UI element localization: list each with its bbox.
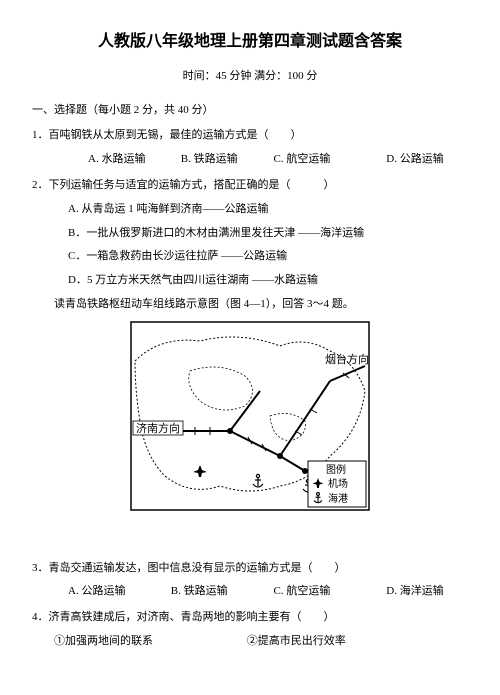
q3-opt-d: D. 海洋运输 bbox=[386, 582, 466, 602]
q1-opt-d: D. 公路运输 bbox=[386, 150, 466, 170]
instruction-3-4: 读青岛铁路枢纽动车组线路示意图（图 4—1），回答 3～4 题。 bbox=[32, 295, 468, 315]
q3-opt-b: B. 铁路运输 bbox=[171, 582, 271, 602]
q2-opt-d: D．5 万立方米天然气由四川运往湖南 ——水路运输 bbox=[32, 271, 468, 291]
q3-stem: 3．青岛交通运输发达，图中信息没有显示的运输方式是（ ） bbox=[32, 559, 468, 579]
map-svg: 烟台方向 济南方向 图例 机场 海港 bbox=[130, 321, 370, 511]
q4-sub-2: ②提高市民出行效率 bbox=[247, 632, 407, 652]
q1-opt-b: B. 铁路运输 bbox=[181, 150, 271, 170]
q3-opt-c: C. 航空运输 bbox=[274, 582, 384, 602]
q3-options: A. 公路运输 B. 铁路运输 C. 航空运输 D. 海洋运输 bbox=[32, 582, 468, 602]
map-label-jinan: 济南方向 bbox=[136, 421, 180, 435]
page-title: 人教版八年级地理上册第四章测试题含答案 bbox=[32, 28, 468, 57]
section-1-header: 一、选择题（每小题 2 分，共 40 分） bbox=[32, 101, 468, 121]
q4-sub-1: ①加强两地间的联系 bbox=[54, 632, 244, 652]
map-label-yantai: 烟台方向 bbox=[325, 352, 369, 366]
subtitle: 时间：45 分钟 满分：100 分 bbox=[32, 67, 468, 87]
q1-opt-a: A. 水路运输 bbox=[88, 150, 178, 170]
q2-stem: 2．下列运输任务与适宜的运输方式，搭配正确的是（ ） bbox=[32, 176, 468, 196]
q1-stem: 1．百吨钢铁从太原到无锡，最佳的运输方式是（ ） bbox=[32, 126, 468, 146]
q1-options: A. 水路运输 B. 铁路运输 C. 航空运输 D. 公路运输 bbox=[32, 150, 468, 170]
legend-title: 图例 bbox=[326, 463, 346, 476]
q2-opt-c: C．一箱急救药由长沙运往拉萨 ——公路运输 bbox=[32, 247, 468, 267]
legend-airport: 机场 bbox=[328, 477, 348, 490]
legend-port: 海港 bbox=[328, 492, 348, 505]
q3-opt-a: A. 公路运输 bbox=[68, 582, 168, 602]
q2-opt-b: B．一批从俄罗斯进口的木材由满洲里发往天津 ——海洋运输 bbox=[32, 224, 468, 244]
q4-stem: 4．济青高铁建成后，对济南、青岛两地的影响主要有（ ） bbox=[32, 608, 468, 628]
map-figure: 烟台方向 济南方向 图例 机场 海港 bbox=[32, 321, 468, 519]
q4-subs: ①加强两地间的联系 ②提高市民出行效率 bbox=[32, 632, 468, 652]
q1-opt-c: C. 航空运输 bbox=[274, 150, 384, 170]
q2-opt-a: A. 从青岛运 1 吨海鲜到济南——公路运输 bbox=[32, 200, 468, 220]
